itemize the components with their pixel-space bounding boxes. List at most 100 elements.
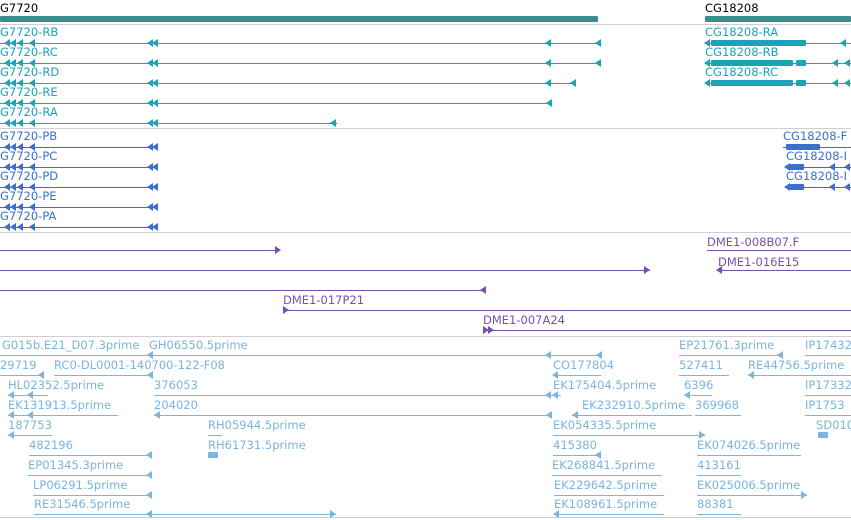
est-label[interactable]: 204020	[154, 398, 198, 412]
protein-label[interactable]: G7720-PA	[0, 209, 57, 223]
est-label[interactable]: EK108961.5prime	[554, 497, 658, 511]
transcript-feature[interactable]	[0, 63, 600, 64]
protein-label[interactable]: G7720-PB	[0, 129, 58, 143]
protein-label[interactable]: G7720-PD	[0, 169, 59, 183]
exon[interactable]	[818, 432, 828, 438]
est-label[interactable]: RE31546.5prime	[34, 497, 131, 511]
est-feature[interactable]	[0, 375, 44, 376]
clone-label[interactable]: DME1-016E15	[718, 255, 800, 269]
est-label[interactable]: RE44756.5prime	[748, 358, 845, 372]
est-label[interactable]: EK025006.5prime	[697, 478, 801, 492]
est-label[interactable]: 413161	[697, 458, 741, 472]
protein-feature[interactable]	[0, 187, 157, 188]
protein-feature[interactable]	[0, 147, 157, 148]
est-feature[interactable]	[679, 375, 729, 376]
protein-label[interactable]: CG18208-I	[786, 149, 848, 163]
est-label[interactable]: EK054335.5prime	[553, 418, 657, 432]
transcript-label[interactable]: CG18208-RC	[705, 65, 779, 79]
protein-label[interactable]: G7720-PE	[0, 189, 57, 203]
est-feature[interactable]	[679, 355, 783, 356]
est-label[interactable]: CO177804	[553, 358, 614, 372]
protein-label[interactable]: CG18208-F	[783, 129, 848, 143]
est-feature[interactable]	[572, 415, 692, 416]
est-label[interactable]: IP17432	[805, 338, 851, 352]
est-feature[interactable]	[697, 475, 741, 476]
est-feature[interactable]	[154, 415, 552, 416]
est-feature[interactable]	[8, 435, 52, 436]
est-label[interactable]: RH61731.5prime	[208, 438, 306, 452]
transcript-label[interactable]: G7720-RB	[0, 25, 59, 39]
clone-label[interactable]: DME1-017P21	[283, 293, 365, 307]
est-feature[interactable]	[805, 355, 851, 356]
est-label[interactable]: EP21761.3prime	[679, 338, 775, 352]
est-label[interactable]: EK229642.5prime	[554, 478, 658, 492]
est-label[interactable]: 187753	[8, 418, 52, 432]
est-feature[interactable]	[28, 475, 152, 476]
transcript-feature[interactable]	[0, 103, 552, 104]
protein-feature[interactable]	[0, 167, 157, 168]
transcript-label[interactable]: CG18208-RA	[705, 25, 779, 39]
est-label[interactable]: 415380	[553, 438, 597, 452]
exon[interactable]	[208, 452, 218, 458]
protein-label[interactable]: CG18208-I	[786, 169, 848, 183]
protein-feature[interactable]	[0, 207, 157, 208]
transcript-feature[interactable]	[0, 43, 600, 44]
est-feature[interactable]	[553, 455, 601, 456]
est-label[interactable]: EK131913.5prime	[8, 398, 112, 412]
est-feature[interactable]	[554, 495, 664, 496]
protein-feature[interactable]	[785, 187, 851, 188]
est-label[interactable]: 482196	[29, 438, 73, 452]
clone-feature[interactable]	[718, 270, 851, 271]
est-feature[interactable]	[697, 514, 741, 515]
est-feature[interactable]	[805, 395, 851, 396]
est-label[interactable]: HL02352.5prime	[8, 378, 105, 392]
transcript-feature[interactable]	[0, 83, 575, 84]
clone-label[interactable]: DME1-007A24	[483, 313, 565, 327]
est-label[interactable]: RH05944.5prime	[208, 418, 306, 432]
transcript-label[interactable]: G7720-RA	[0, 105, 58, 119]
est-label[interactable]: 29719	[0, 358, 37, 372]
est-feature[interactable]	[208, 435, 222, 436]
clone-feature[interactable]	[707, 250, 851, 251]
est-label[interactable]: LP06291.5prime	[33, 478, 128, 492]
transcript-label[interactable]: CG18208-RB	[705, 45, 779, 59]
transcript-feature[interactable]	[0, 123, 337, 124]
est-feature[interactable]	[553, 375, 601, 376]
est-label[interactable]: RC0-DL0001-140700-122-F08	[54, 358, 225, 372]
est-label[interactable]: EK268841.5prime	[552, 458, 656, 472]
clone-feature[interactable]	[283, 310, 851, 311]
est-feature[interactable]	[8, 415, 118, 416]
est-label[interactable]: EK175404.5prime	[553, 378, 657, 392]
est-feature[interactable]	[697, 495, 807, 496]
est-feature[interactable]	[29, 455, 152, 456]
gene-feature[interactable]	[0, 16, 598, 22]
clone-feature[interactable]	[0, 250, 280, 251]
clone-feature[interactable]	[0, 270, 650, 271]
transcript-label[interactable]: G7720-RC	[0, 45, 58, 59]
clone-feature[interactable]	[483, 330, 851, 331]
gene-label[interactable]: G7720	[0, 1, 39, 15]
est-label[interactable]: IP1753	[805, 398, 845, 412]
est-feature[interactable]	[684, 395, 712, 396]
est-feature[interactable]	[695, 415, 741, 416]
est-label[interactable]: G015b.E21_D07.3prime	[2, 338, 140, 352]
est-label[interactable]: EK074026.5prime	[697, 438, 801, 452]
protein-label[interactable]: G7720-PC	[0, 149, 58, 163]
est-label[interactable]: 88381	[697, 497, 734, 511]
est-feature[interactable]	[805, 415, 851, 416]
est-label[interactable]: IP17332	[805, 378, 851, 392]
exon[interactable]	[711, 40, 806, 46]
transcript-label[interactable]: G7720-RD	[0, 65, 60, 79]
est-label[interactable]: 369968	[695, 398, 739, 412]
est-label[interactable]: GH06550.5prime	[149, 338, 248, 352]
est-feature[interactable]	[34, 514, 336, 515]
transcript-label[interactable]: G7720-RE	[0, 85, 58, 99]
est-feature[interactable]	[552, 475, 662, 476]
exon[interactable]	[796, 80, 806, 86]
clone-label[interactable]: DME1-008B07.F	[707, 235, 800, 249]
protein-feature[interactable]	[0, 227, 157, 228]
est-label[interactable]: EK232910.5prime	[582, 398, 686, 412]
est-label[interactable]: 376053	[154, 378, 198, 392]
est-feature[interactable]	[554, 514, 664, 515]
exon[interactable]	[790, 184, 804, 190]
